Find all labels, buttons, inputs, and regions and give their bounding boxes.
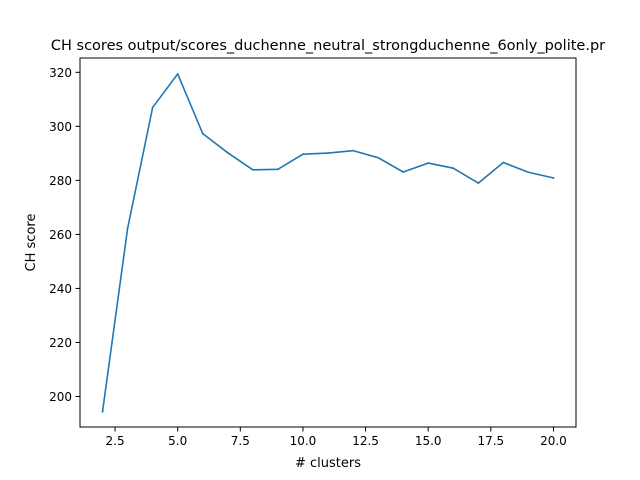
data-point bbox=[226, 151, 229, 154]
data-point bbox=[377, 156, 379, 159]
data-point bbox=[126, 227, 129, 230]
y-tick-label: 280 bbox=[49, 174, 72, 188]
data-point bbox=[402, 171, 405, 173]
data-marks bbox=[101, 73, 555, 413]
y-axis-ticks: 200 220 240 260 280 300 320 bbox=[49, 66, 80, 404]
data-point bbox=[352, 149, 354, 152]
plot-area bbox=[80, 58, 576, 427]
x-tick-label: 7.5 bbox=[231, 434, 250, 448]
data-point bbox=[427, 162, 430, 164]
data-point bbox=[277, 168, 279, 171]
y-tick-label: 240 bbox=[49, 282, 72, 296]
data-point bbox=[552, 177, 555, 179]
y-tick-label: 320 bbox=[49, 66, 72, 80]
x-tick-label: 10.0 bbox=[290, 434, 317, 448]
data-point bbox=[176, 73, 179, 75]
data-point bbox=[527, 171, 530, 174]
data-point bbox=[251, 168, 254, 171]
y-tick-label: 200 bbox=[49, 390, 72, 404]
data-point bbox=[452, 167, 455, 170]
x-axis-ticks: 2.5 5.0 7.5 10.0 12.5 15.0 17.5 20.0 bbox=[106, 427, 567, 448]
x-tick-label: 5.0 bbox=[168, 434, 187, 448]
data-point bbox=[201, 132, 204, 135]
chart-title: CH scores output/scores_duchenne_neutral… bbox=[51, 38, 605, 54]
data-point bbox=[477, 182, 480, 184]
x-tick-label: 15.0 bbox=[415, 434, 442, 448]
y-tick-label: 260 bbox=[49, 228, 72, 242]
y-axis-label: CH score bbox=[24, 214, 39, 272]
x-tick-label: 2.5 bbox=[106, 434, 125, 448]
x-axis-label: # clusters bbox=[295, 456, 361, 471]
y-tick-label: 220 bbox=[49, 336, 72, 350]
data-point bbox=[101, 410, 104, 413]
x-tick-label: 20.0 bbox=[540, 434, 567, 448]
plot-frame bbox=[79, 57, 577, 428]
data-point bbox=[327, 152, 329, 154]
data-point bbox=[502, 161, 505, 164]
data-point bbox=[302, 153, 304, 156]
x-tick-label: 12.5 bbox=[352, 434, 379, 448]
x-tick-label: 17.5 bbox=[477, 434, 504, 448]
data-point bbox=[151, 106, 154, 109]
y-tick-label: 300 bbox=[49, 120, 72, 134]
